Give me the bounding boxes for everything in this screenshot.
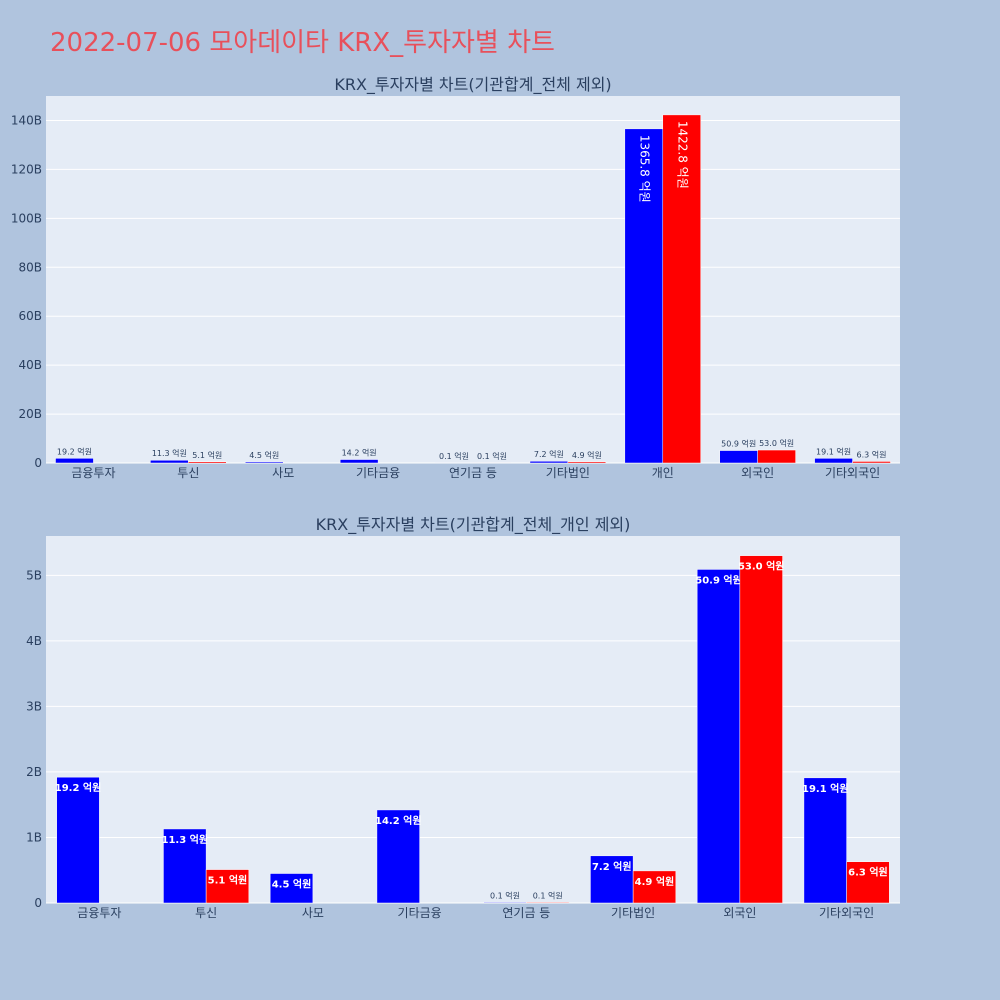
- data-label: 0.1 억원: [490, 890, 520, 900]
- buy-bar: [269, 873, 314, 904]
- data-label: 7.2 억원: [534, 449, 564, 459]
- buy-bar: [814, 458, 853, 464]
- buy-bar: [696, 569, 741, 904]
- x-tick-label: 기타금융: [398, 906, 442, 920]
- x-tick-label: 기타외국인: [825, 466, 880, 480]
- sell-bar: [846, 861, 890, 904]
- x-tick-label: 금융투자: [71, 466, 115, 480]
- x-tick-label: 연기금 등: [502, 906, 550, 920]
- sell-bar: [757, 449, 796, 464]
- data-label: 19.1 억원: [802, 782, 849, 795]
- x-tick-label: 외국인: [723, 906, 756, 920]
- y-tick-label: 2B: [26, 765, 42, 779]
- data-label: 4.9 억원: [635, 875, 675, 888]
- page-title: 2022-07-06 모아데이타 KRX_투자자별 차트: [50, 28, 555, 58]
- data-label: 7.2 억원: [592, 860, 632, 873]
- y-tick-label: 0: [34, 896, 42, 910]
- y-tick-label: 100B: [11, 211, 42, 225]
- data-label: 50.9 억원: [721, 439, 756, 449]
- buy-bar: [590, 855, 634, 904]
- buy-bar: [55, 458, 94, 464]
- buy-bar: [529, 460, 569, 464]
- y-tick-label: 5B: [26, 568, 42, 582]
- sell-bar: [188, 461, 227, 464]
- y-tick-label: 4B: [26, 634, 42, 648]
- y-tick-label: 1B: [26, 830, 42, 844]
- x-tick-label: 외국인: [741, 466, 774, 480]
- data-label: 14.2 억원: [375, 814, 422, 827]
- data-label: 53.0 억원: [738, 560, 785, 573]
- x-tick-label: 기타외국인: [819, 906, 874, 920]
- data-label: 19.2 억원: [57, 446, 92, 456]
- x-tick-label: 금융투자: [77, 906, 121, 920]
- y-tick-label: 20B: [18, 407, 42, 421]
- data-label: 4.9 억원: [572, 450, 602, 460]
- bar-chart-excluding-individual: KRX_투자자별 차트(기관합계_전체_개인 제외) 0 1B 2B 3B 4B 5B 금융투…: [26, 515, 900, 920]
- x-tick-label: 기타법인: [611, 906, 655, 920]
- y-tick-label: 0: [34, 456, 42, 470]
- sell-bar: [567, 461, 607, 464]
- x-tick-label: 기타법인: [546, 466, 590, 480]
- data-label: 11.3 억원: [152, 448, 187, 458]
- data-label: 1422.8 억원: [675, 121, 689, 189]
- data-label: 53.0 억원: [759, 438, 794, 448]
- data-label: 4.5 억원: [249, 450, 279, 460]
- buy-bar: [56, 776, 100, 904]
- y-tick-label: 140B: [11, 113, 42, 127]
- y-tick-label: 3B: [26, 699, 42, 713]
- buy-bar: [719, 450, 758, 464]
- buy-bar: [624, 128, 664, 464]
- data-label: 6.3 억원: [848, 866, 888, 879]
- buy-bar: [376, 809, 420, 904]
- data-label: 19.1 억원: [816, 446, 851, 456]
- buy-bar: [339, 459, 379, 464]
- data-label: 14.2 억원: [342, 448, 377, 458]
- data-label: 4.5 억원: [272, 878, 312, 891]
- buy-bar: [483, 902, 527, 904]
- data-label: 50.9 억원: [695, 573, 742, 586]
- sell-bar: [526, 902, 570, 904]
- x-tick-label: 연기금 등: [449, 466, 497, 480]
- y-tick-label: 80B: [18, 260, 42, 274]
- chart-subtitle: KRX_투자자별 차트(기관합계_전체 제외): [334, 75, 611, 95]
- x-tick-label: 기타금융: [356, 466, 400, 480]
- data-label: 1365.8 억원: [637, 135, 651, 203]
- y-tick-label: 120B: [11, 162, 42, 176]
- data-label: 6.3 억원: [857, 449, 887, 459]
- sell-bar: [632, 870, 677, 904]
- x-tick-label: 개인: [652, 466, 674, 480]
- bar-chart-all: KRX_투자자별 차트(기관합계_전체 제외) 0 20B 40B 60B 80B 100B…: [11, 75, 900, 480]
- chart-subtitle: KRX_투자자별 차트(기관합계_전체_개인 제외): [316, 515, 631, 535]
- x-tick-label: 투신: [195, 906, 217, 920]
- data-label: 0.1 억원: [439, 451, 469, 461]
- sell-bar: [205, 869, 250, 904]
- sell-bar: [852, 461, 891, 464]
- buy-bar: [163, 828, 207, 904]
- data-label: 19.2 억원: [55, 781, 102, 794]
- buy-bar: [150, 459, 189, 464]
- data-label: 5.1 억원: [192, 450, 222, 460]
- buy-bar: [803, 777, 847, 904]
- x-tick-label: 투신: [177, 466, 199, 480]
- sell-bar: [739, 555, 783, 904]
- data-label: 0.1 억원: [477, 451, 507, 461]
- data-label: 5.1 억원: [208, 874, 248, 887]
- x-tick-label: 사모: [272, 466, 294, 480]
- y-tick-label: 60B: [18, 309, 42, 323]
- y-tick-label: 40B: [18, 358, 42, 372]
- data-label: 11.3 억원: [161, 833, 208, 846]
- data-label: 0.1 억원: [533, 890, 563, 900]
- plot-area: [46, 96, 900, 463]
- buy-bar: [245, 461, 284, 464]
- x-tick-label: 사모: [302, 906, 324, 920]
- sell-bar: [662, 114, 701, 464]
